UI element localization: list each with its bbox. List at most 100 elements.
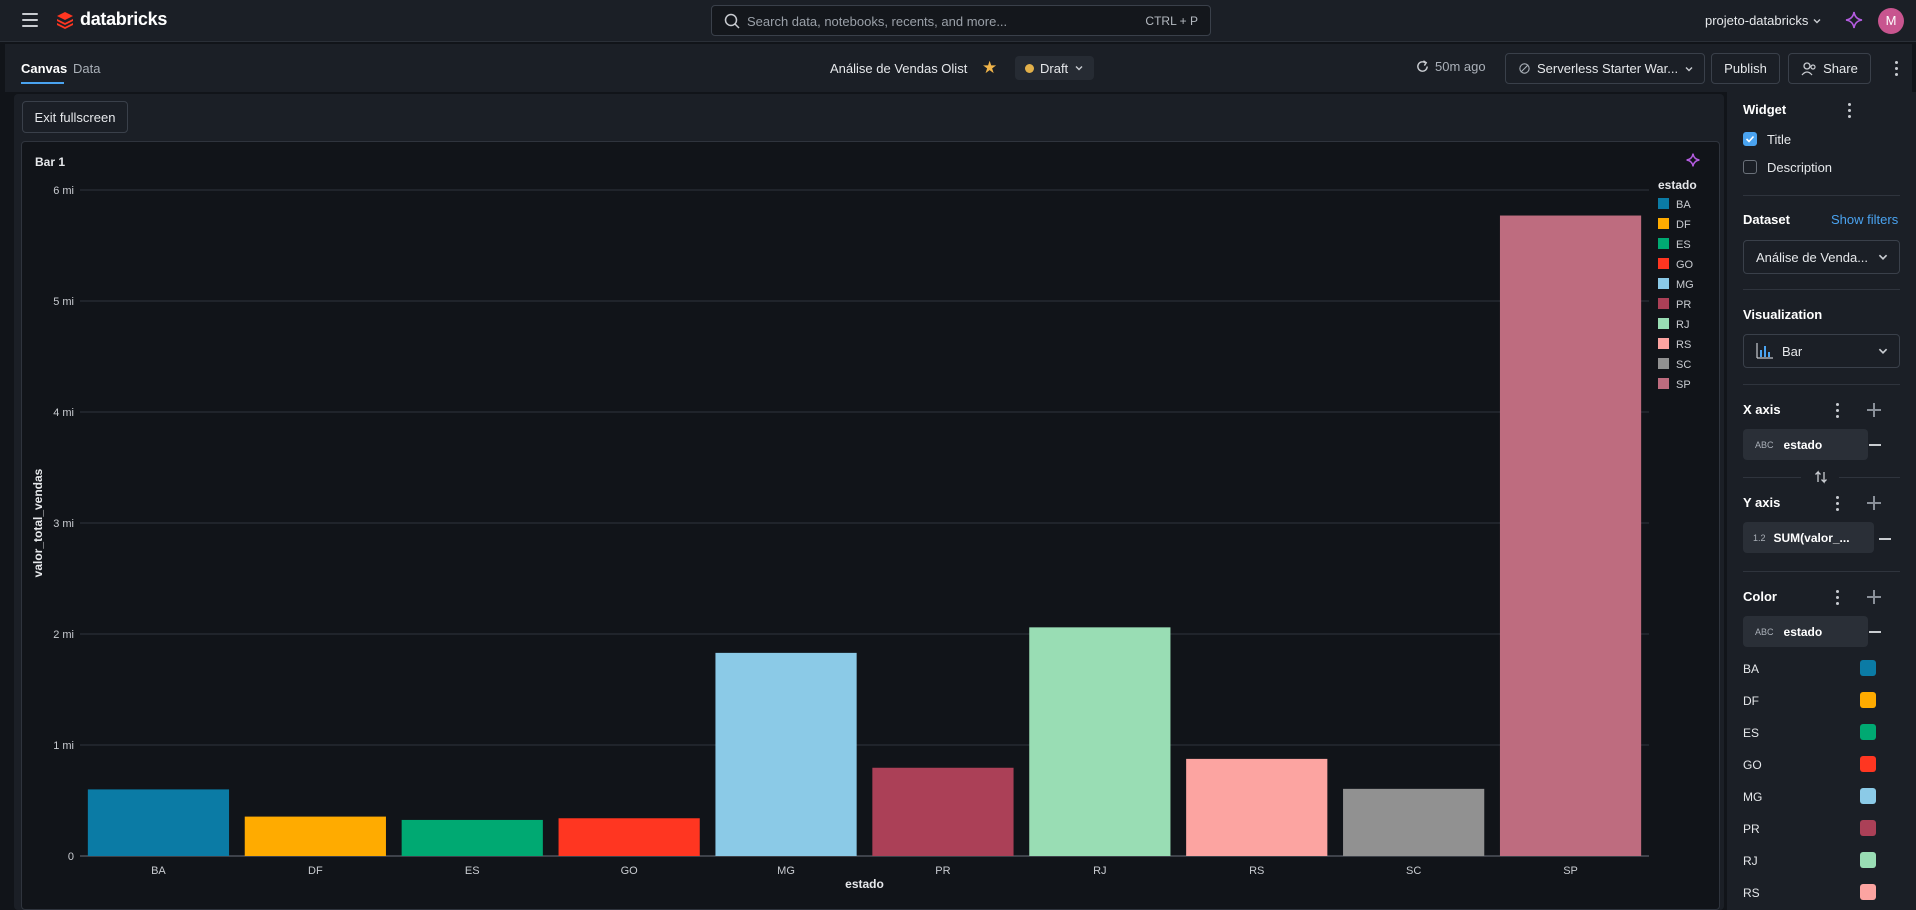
x-tick-label: RS <box>1249 865 1264 877</box>
brand-name: databricks <box>80 9 168 29</box>
description-checkbox[interactable] <box>1743 160 1757 174</box>
user-avatar[interactable]: M <box>1878 8 1904 34</box>
legend-swatch <box>1658 218 1669 229</box>
remove-y-field-icon[interactable] <box>1879 538 1891 540</box>
remove-color-field-icon[interactable] <box>1869 631 1881 633</box>
more-options-icon[interactable] <box>1889 56 1903 80</box>
chevron-down-icon <box>1685 66 1693 71</box>
global-search-input[interactable]: Search data, notebooks, recents, and mor… <box>711 5 1211 36</box>
x-tick-label: GO <box>621 865 639 877</box>
widget-options-icon[interactable] <box>1846 103 1852 119</box>
bar-pr <box>872 767 1014 856</box>
number-type-icon: 1.2 <box>1753 532 1766 543</box>
string-type-icon: ABC <box>1755 439 1774 450</box>
legend-label: RS <box>1676 339 1691 351</box>
add-y-field-icon[interactable] <box>1867 496 1881 510</box>
search-icon <box>724 13 740 29</box>
warehouse-selector[interactable]: Serverless Starter War... <box>1505 53 1705 84</box>
assistant-sparkle-icon[interactable] <box>1844 10 1864 30</box>
tab-data[interactable]: Data <box>73 61 101 76</box>
legend-swatch <box>1658 198 1669 209</box>
legend-label: SC <box>1676 359 1691 371</box>
favorite-star-icon[interactable]: ★ <box>982 58 998 77</box>
search-placeholder: Search data, notebooks, recents, and mor… <box>747 14 1008 29</box>
color-field[interactable]: ABC estado <box>1743 616 1868 647</box>
color-heading: Color <box>1743 589 1777 604</box>
color-swatch[interactable] <box>1860 724 1876 740</box>
legend-swatch <box>1658 378 1669 389</box>
bar-sc <box>1343 788 1485 856</box>
color-swatch[interactable] <box>1860 820 1876 836</box>
swap-axes-icon[interactable] <box>1814 470 1828 484</box>
color-swatch[interactable] <box>1860 884 1876 900</box>
y-tick-label: 2 mi <box>53 629 74 641</box>
exit-fullscreen-button[interactable]: Exit fullscreen <box>22 101 128 133</box>
assistant-sparkle-icon[interactable] <box>1685 152 1701 168</box>
workspace-switcher[interactable]: projeto-databricks <box>1705 13 1822 28</box>
search-shortcut: CTRL + P <box>1145 14 1198 28</box>
visualization-select[interactable]: Bar <box>1743 334 1900 368</box>
draft-label: Draft <box>1040 60 1069 76</box>
x-tick-label: SC <box>1406 865 1421 877</box>
show-filters-link[interactable]: Show filters <box>1831 212 1899 227</box>
color-options-icon[interactable] <box>1834 590 1840 606</box>
color-swatch[interactable] <box>1860 756 1876 772</box>
serverless-icon <box>1519 63 1530 74</box>
bar-rj <box>1029 627 1171 856</box>
menu-icon[interactable] <box>22 13 38 27</box>
tab-canvas[interactable]: Canvas <box>21 61 68 76</box>
refresh-button[interactable]: 50m ago <box>1415 59 1486 74</box>
share-button[interactable]: Share <box>1788 53 1871 84</box>
y-tick-label: 6 mi <box>53 185 74 197</box>
legend-label: MG <box>1676 279 1694 291</box>
x-axis-options-icon[interactable] <box>1834 403 1840 419</box>
y-tick-label: 5 mi <box>53 296 74 308</box>
x-field-name: estado <box>1783 437 1823 452</box>
legend-swatch <box>1658 238 1669 249</box>
title-checkbox[interactable] <box>1743 132 1757 146</box>
color-swatch[interactable] <box>1860 852 1876 868</box>
y-tick-label: 3 mi <box>53 518 74 530</box>
color-swatch[interactable] <box>1860 788 1876 804</box>
y-field-name: SUM(valor_... <box>1773 530 1850 545</box>
x-tick-label: PR <box>935 865 950 877</box>
remove-x-field-icon[interactable] <box>1869 444 1881 446</box>
add-x-field-icon[interactable] <box>1867 403 1881 417</box>
color-swatch[interactable] <box>1860 692 1876 708</box>
legend-label: ES <box>1676 239 1691 251</box>
brand-logo[interactable]: databricks <box>56 9 167 30</box>
status-dot-icon <box>1025 63 1034 73</box>
top-navigation-bar: databricks Search data, notebooks, recen… <box>0 0 1916 42</box>
people-icon <box>1801 61 1816 75</box>
color-map-label: PR <box>1743 822 1760 836</box>
x-axis-field[interactable]: ABC estado <box>1743 429 1868 460</box>
legend-label: BA <box>1676 199 1691 211</box>
dashboard-header: Canvas Data Análise de Vendas Olist ★ Dr… <box>5 44 1912 92</box>
dataset-section-heading: Dataset <box>1743 212 1790 227</box>
divider <box>1743 195 1900 196</box>
draft-status-dropdown[interactable]: Draft <box>1015 56 1095 80</box>
divider <box>1743 384 1900 385</box>
dashboard-title[interactable]: Análise de Vendas Olist <box>830 61 968 76</box>
widget-title: Bar 1 <box>35 155 66 169</box>
x-tick-label: BA <box>151 865 166 877</box>
bar-chart-widget[interactable]: Bar 1 0 1 mi 2 mi 3 mi 4 mi 5 mi 6 mi BA DF ES GO M… <box>21 141 1720 910</box>
legend-label: DF <box>1676 219 1691 231</box>
visualization-section-heading: Visualization <box>1743 307 1823 322</box>
color-swatch[interactable] <box>1860 660 1876 676</box>
bar-rs <box>1186 758 1328 856</box>
bar-ba <box>87 789 230 856</box>
x-axis-heading: X axis <box>1743 402 1781 417</box>
publish-button[interactable]: Publish <box>1711 53 1780 84</box>
y-axis-field[interactable]: 1.2 SUM(valor_... <box>1743 522 1874 553</box>
chevron-down-icon <box>1813 18 1821 23</box>
legend-swatch <box>1658 358 1669 369</box>
legend-swatch <box>1658 318 1669 329</box>
y-axis-options-icon[interactable] <box>1834 496 1840 512</box>
legend-swatch <box>1658 298 1669 309</box>
y-axis-heading: Y axis <box>1743 495 1781 510</box>
dataset-select[interactable]: Análise de Venda... <box>1743 240 1900 274</box>
warehouse-name: Serverless Starter War... <box>1537 61 1679 76</box>
add-color-field-icon[interactable] <box>1867 590 1881 604</box>
title-option-label: Title <box>1767 132 1792 147</box>
